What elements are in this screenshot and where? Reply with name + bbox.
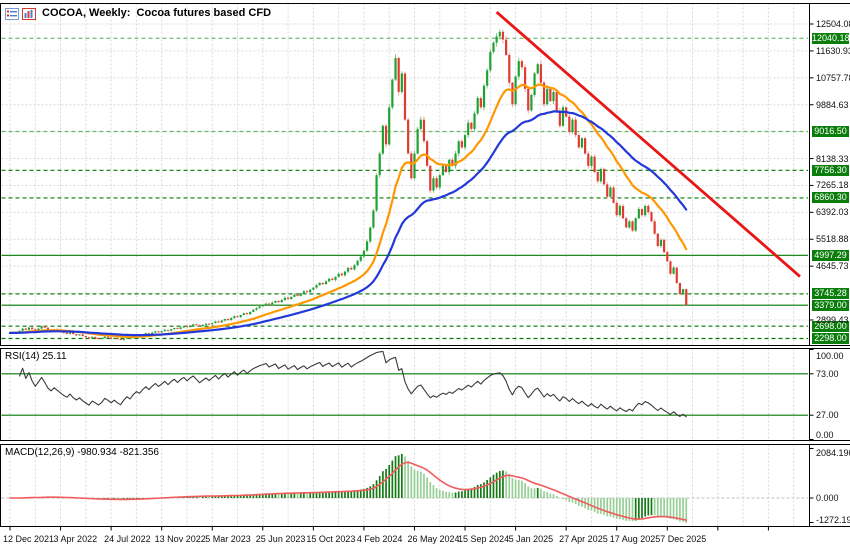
chart-title: COCOA, Weekly: Cocoa futures based CFD [42,7,272,19]
macd-indicator-label: MACD(12,26,9) -980.934 -821.356 [5,447,159,458]
rsi-axis-label: 73.00 [816,368,839,379]
time-axis-label: 27 Apr 2025 [559,534,608,544]
price-level-badge: 4997.29 [812,249,849,261]
time-axis-label: 4 Feb 2024 [356,534,403,544]
time-axis-label: 5 Mar 2023 [205,534,251,544]
rsi-axis-label: 27.00 [816,410,839,421]
price-level-badge: 3745.28 [812,288,849,300]
panel-splitter[interactable] [0,344,850,348]
price-axis-label: 8138.33 [816,153,849,164]
price-level-badge: 6860.30 [812,192,849,204]
time-axis-label: 7 Dec 2025 [660,534,707,544]
macd-axis-label: 0.000 [816,493,839,503]
time-axis-label: 3 Apr 2022 [53,534,98,544]
price-level-badge: 9016.50 [812,125,849,137]
price-axis-label: 12504.08 [816,19,850,29]
macd-axis-label: 2084.190 [816,447,850,458]
price-level-badge: 7756.30 [812,164,849,176]
rsi-axis-label: 100.00 [816,350,844,361]
price-axis-label: 9884.63 [816,99,849,110]
time-axis-label: 17 Aug 2025 [609,534,661,544]
price-level-badge: 12040.18 [812,32,850,44]
price-axis-label: 5518.88 [816,234,849,245]
price-axis-label: 7265.18 [816,180,849,191]
time-axis-label: 15 Sep 2024 [458,534,510,544]
time-axis-label: 24 Jul 2022 [104,534,151,544]
price-level-badge: 3379.00 [812,299,849,311]
chart-title-bar: COCOA, Weekly: Cocoa futures based CFD [5,6,271,20]
market-watch-icon [5,7,19,20]
price-level-badge: 2298.00 [812,333,849,345]
macd-axis-label: -1272.190 [816,514,850,525]
rsi-indicator-label: RSI(14) 25.11 [5,351,67,362]
time-axis-label: 13 Nov 2022 [154,534,206,544]
time-axis-label: 26 May 2024 [407,534,460,544]
price-axis-label: 10757.78 [816,72,850,83]
price-axis-label: 11630.93 [816,45,850,56]
rsi-axis-label: 0.00 [816,429,834,440]
price-axis-label: 4645.73 [816,261,849,272]
time-axis-label: 5 Jan 2025 [508,534,554,544]
time-axis-label: 25 Jun 2023 [255,534,306,544]
price-axis-label: 6392.03 [816,207,849,218]
price-level-badge: 2698.00 [812,320,849,332]
price-axis-label: 2899.43 [816,314,849,325]
panel-splitter[interactable] [0,440,850,444]
chart-window-icon [22,7,36,20]
time-axis-label: 15 Oct 2023 [306,534,356,544]
time-axis-label: 12 Dec 2021 [3,534,55,544]
